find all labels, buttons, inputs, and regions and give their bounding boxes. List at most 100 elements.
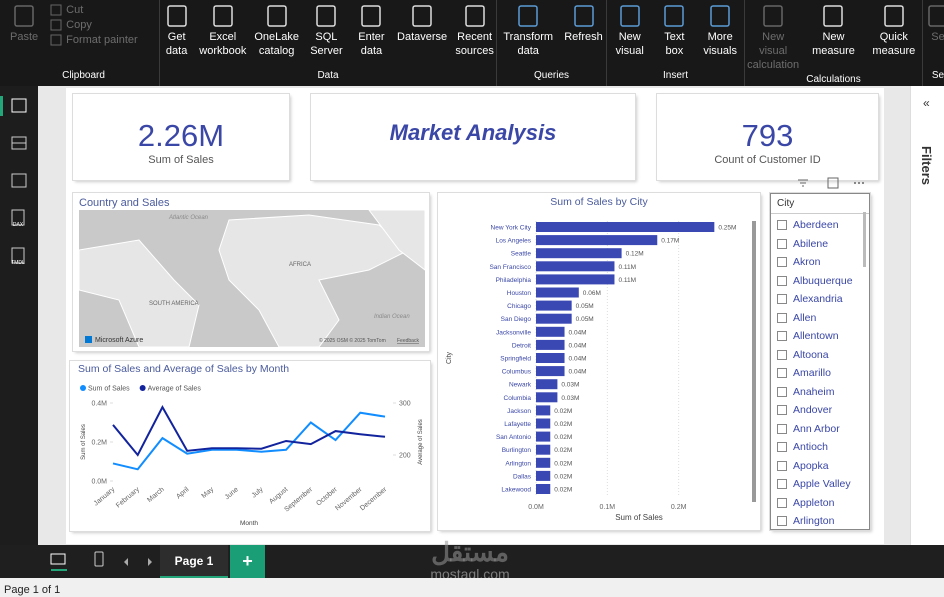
- scrollbar[interactable]: [863, 212, 866, 267]
- checkbox[interactable]: [777, 331, 787, 342]
- checkbox[interactable]: [777, 460, 787, 471]
- kpi-card[interactable]: 2.26M Sum of Sales: [73, 94, 289, 180]
- ribbon-button[interactable]: Se: [922, 2, 944, 68]
- checkbox[interactable]: [777, 423, 787, 434]
- button-row: Paste Cut Copy Format painter: [8, 0, 159, 68]
- report-title: Market Analysis: [389, 120, 557, 145]
- map[interactable]: Atlantic Ocean AFRICA SOUTH AMERICA Indi…: [79, 210, 425, 347]
- slicer-item[interactable]: Akron: [777, 253, 863, 272]
- ribbon-button[interactable]: Quick measure: [866, 2, 922, 72]
- checkbox[interactable]: [777, 257, 787, 268]
- slicer-item[interactable]: Altoona: [777, 346, 863, 365]
- small-button[interactable]: Format painter: [50, 34, 138, 46]
- tmdl-icon[interactable]: [11, 247, 25, 264]
- icon-shape: [50, 19, 62, 31]
- view-icons[interactable]: [48, 551, 158, 573]
- nav-icons[interactable]: DAX TMDL: [0, 86, 38, 286]
- checkbox[interactable]: [777, 312, 787, 323]
- map-feedback[interactable]: Feedback: [397, 338, 419, 344]
- slicer-item-label: Akron: [793, 256, 821, 269]
- group-label: Calculations: [806, 74, 861, 85]
- ribbon-button[interactable]: Enter data: [352, 2, 391, 68]
- data-label: 0.06M: [583, 290, 601, 297]
- checkbox[interactable]: [777, 386, 787, 397]
- checkbox[interactable]: [777, 275, 787, 286]
- button-label: Refresh: [564, 31, 603, 43]
- scrollbar[interactable]: [752, 221, 756, 502]
- slicer-item[interactable]: Alexandria: [777, 290, 863, 309]
- slicer-item[interactable]: Antioch: [777, 438, 863, 457]
- kpi-card[interactable]: 793 Count of Customer ID: [657, 94, 878, 180]
- slicer-item[interactable]: Allen: [777, 309, 863, 328]
- ribbon-button[interactable]: SQL Server: [305, 2, 348, 68]
- small-button[interactable]: Cut: [50, 4, 138, 16]
- legend-label: Sum of Sales: [88, 386, 130, 393]
- ribbon-button[interactable]: Transform data: [498, 2, 558, 68]
- ribbon-button[interactable]: Refresh: [562, 2, 605, 68]
- ribbon-group: New visual calculation New measure Quick m…: [745, 0, 923, 86]
- checkbox[interactable]: [777, 497, 787, 508]
- ribbon-button[interactable]: OneLake catalog: [252, 2, 301, 68]
- report-icon[interactable]: [11, 98, 27, 113]
- x-axis-title: Sum of Sales: [615, 513, 663, 522]
- slicer-title: City: [771, 194, 869, 214]
- ribbon-button[interactable]: Excel workbook: [197, 2, 248, 68]
- slicer-item[interactable]: Andover: [777, 401, 863, 420]
- filters-pane[interactable]: « Filters: [910, 86, 944, 545]
- slicer-item[interactable]: Ann Arbor: [777, 420, 863, 439]
- slicer-item[interactable]: Apopka: [777, 457, 863, 476]
- button-icon: [166, 5, 187, 27]
- checkbox[interactable]: [777, 442, 787, 453]
- ribbon-button[interactable]: Paste: [8, 2, 40, 68]
- ribbon-button[interactable]: Text box: [656, 2, 692, 68]
- slicer-item[interactable]: Arlington: [777, 512, 863, 531]
- slicer[interactable]: City Aberdeen Abilene Akron Albuquerque Alex…: [770, 193, 870, 530]
- button-label: More visuals: [703, 31, 737, 57]
- kpi-label: Sum of Sales: [148, 154, 214, 166]
- checkbox[interactable]: [777, 405, 787, 416]
- small-button[interactable]: Copy: [50, 19, 138, 31]
- add-page-button[interactable]: +: [230, 545, 265, 578]
- slicer-item[interactable]: Amarillo: [777, 364, 863, 383]
- page-tab[interactable]: Page 1: [160, 545, 228, 578]
- map-visual[interactable]: Country and Sales Atlantic Ocean AFRICA …: [73, 193, 429, 351]
- button-label: New measure: [812, 31, 855, 57]
- ribbon-button[interactable]: New visual: [607, 2, 652, 68]
- title-card[interactable]: Market Analysis: [311, 94, 635, 180]
- slicer-item[interactable]: Appleton: [777, 494, 863, 513]
- y-axis-title: Sum of Sales: [81, 424, 87, 460]
- checkbox[interactable]: [777, 516, 787, 527]
- data-label: 0.04M: [569, 342, 587, 349]
- line-visual[interactable]: Sum of Sales and Average of Sales by Mon…: [70, 361, 430, 531]
- slicer-item[interactable]: Aberdeen: [777, 216, 863, 235]
- ribbon-button[interactable]: Dataverse: [395, 2, 449, 68]
- slicer-item[interactable]: Apple Valley: [777, 475, 863, 494]
- model-icon[interactable]: [11, 173, 27, 188]
- button-icon: [928, 5, 944, 27]
- ribbon-button[interactable]: Recent sources: [453, 2, 496, 68]
- slicer-item[interactable]: Abilene: [777, 235, 863, 254]
- checkbox[interactable]: [777, 368, 787, 379]
- data-label: 0.02M: [554, 421, 572, 428]
- ribbon-button[interactable]: New measure: [805, 2, 861, 72]
- y-tick-label: Dallas: [513, 473, 532, 480]
- checkbox[interactable]: [777, 349, 787, 360]
- slicer-item[interactable]: Anaheim: [777, 383, 863, 402]
- slicer-item[interactable]: Allentown: [777, 327, 863, 346]
- collapse-icon[interactable]: «: [923, 96, 930, 110]
- dax-icon[interactable]: [11, 209, 25, 226]
- checkbox[interactable]: [777, 294, 787, 305]
- focus-icon[interactable]: [827, 177, 839, 189]
- slicer-item[interactable]: Albuquerque: [777, 272, 863, 291]
- ribbon-button[interactable]: New visual calculation: [745, 2, 801, 72]
- y-tick-label: New York City: [491, 225, 532, 232]
- filter-icon[interactable]: [798, 179, 808, 187]
- bar-visual[interactable]: Sum of Sales by City 0.0M 0.1M 0.2M Sum of S…: [438, 193, 760, 530]
- button-icon: [316, 5, 337, 27]
- kpi-value: 793: [741, 118, 794, 153]
- ribbon-button[interactable]: More visuals: [696, 2, 744, 68]
- checkbox[interactable]: [777, 238, 787, 249]
- ribbon-button[interactable]: Get data: [160, 2, 193, 68]
- checkbox[interactable]: [777, 220, 787, 231]
- checkbox[interactable]: [777, 479, 787, 490]
